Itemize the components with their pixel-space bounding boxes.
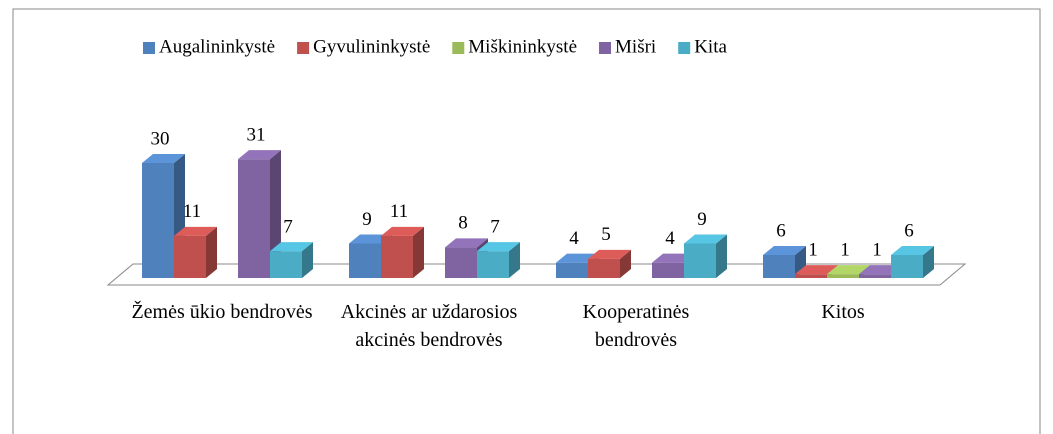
bar-front bbox=[795, 274, 827, 278]
value-label: 4 bbox=[665, 228, 675, 249]
bar bbox=[588, 249, 631, 278]
bar-front bbox=[859, 274, 891, 278]
value-label: 8 bbox=[458, 213, 468, 234]
bar bbox=[381, 226, 424, 278]
legend-swatch bbox=[599, 42, 612, 54]
bar-side bbox=[923, 246, 934, 278]
bar bbox=[270, 242, 313, 278]
bar-top bbox=[763, 246, 806, 255]
bar-side bbox=[413, 226, 424, 278]
legend-label: Augalininkystė bbox=[159, 36, 275, 57]
value-label: 9 bbox=[362, 209, 372, 230]
bar-front bbox=[174, 235, 206, 278]
value-label: 6 bbox=[904, 220, 914, 241]
legend-label: Kita bbox=[694, 36, 727, 57]
value-label: 11 bbox=[390, 201, 408, 222]
bar-front bbox=[349, 243, 381, 278]
value-label: 6 bbox=[776, 220, 786, 241]
bar-front bbox=[270, 251, 302, 278]
category-label: Žemės ūkio bendrovės bbox=[131, 301, 313, 323]
bar bbox=[142, 154, 185, 278]
bar-top bbox=[270, 242, 313, 252]
bar-side bbox=[620, 249, 631, 278]
chart-border bbox=[12, 8, 1041, 434]
value-label: 11 bbox=[183, 201, 201, 222]
bar-side bbox=[509, 242, 520, 278]
bar bbox=[238, 150, 281, 278]
value-label: 9 bbox=[697, 209, 707, 230]
category-label: Kitos bbox=[821, 301, 865, 323]
category-label: Akcinės ar uždarosios akcinės bendrovės bbox=[340, 301, 518, 351]
bar-front bbox=[238, 159, 270, 278]
value-label: 4 bbox=[569, 228, 579, 249]
value-label: 7 bbox=[490, 217, 500, 238]
bar-front bbox=[588, 258, 620, 278]
bar-front bbox=[445, 247, 477, 278]
legend-label: Miškininkystė bbox=[468, 36, 577, 57]
bar-top bbox=[445, 238, 488, 248]
bar bbox=[891, 246, 934, 278]
bar-front bbox=[556, 262, 588, 278]
bar bbox=[684, 234, 727, 278]
bar bbox=[174, 226, 217, 278]
bar-front bbox=[381, 235, 413, 278]
bar-top bbox=[827, 265, 870, 275]
value-label: 1 bbox=[840, 240, 850, 261]
bar-front bbox=[652, 262, 684, 278]
bar-top bbox=[174, 226, 217, 236]
value-label: 5 bbox=[601, 224, 611, 245]
floor bbox=[106, 263, 967, 286]
bar-top bbox=[795, 265, 838, 275]
bar-top bbox=[477, 242, 520, 252]
bar-top bbox=[381, 226, 424, 236]
bar-front bbox=[763, 255, 795, 278]
category-label: Kooperatinės bendrovės bbox=[582, 301, 690, 351]
bar-front bbox=[477, 251, 509, 278]
value-label: 7 bbox=[283, 217, 293, 238]
legend-swatch bbox=[143, 42, 155, 54]
bar-side bbox=[206, 226, 217, 278]
bar-top bbox=[891, 246, 934, 255]
bar-front bbox=[891, 255, 923, 278]
legend-swatch bbox=[678, 42, 691, 54]
value-label: 1 bbox=[872, 240, 882, 261]
bar-top bbox=[684, 234, 727, 244]
bar-top bbox=[238, 150, 281, 160]
legend-label: Gyvulininkystė bbox=[313, 36, 430, 57]
value-label: 31 bbox=[247, 125, 266, 146]
bar-front bbox=[142, 163, 174, 278]
value-label: 30 bbox=[151, 128, 170, 149]
legend-swatch bbox=[452, 42, 465, 54]
bar-top bbox=[142, 154, 185, 163]
bar bbox=[477, 242, 520, 278]
bar-top bbox=[588, 249, 631, 259]
bar-side bbox=[716, 234, 727, 278]
value-label: 1 bbox=[808, 240, 818, 261]
legend-label: Mišri bbox=[615, 36, 656, 57]
bar-front bbox=[827, 274, 859, 278]
legend-swatch bbox=[297, 42, 310, 54]
bar-front bbox=[684, 243, 716, 278]
bar-side bbox=[302, 242, 313, 278]
